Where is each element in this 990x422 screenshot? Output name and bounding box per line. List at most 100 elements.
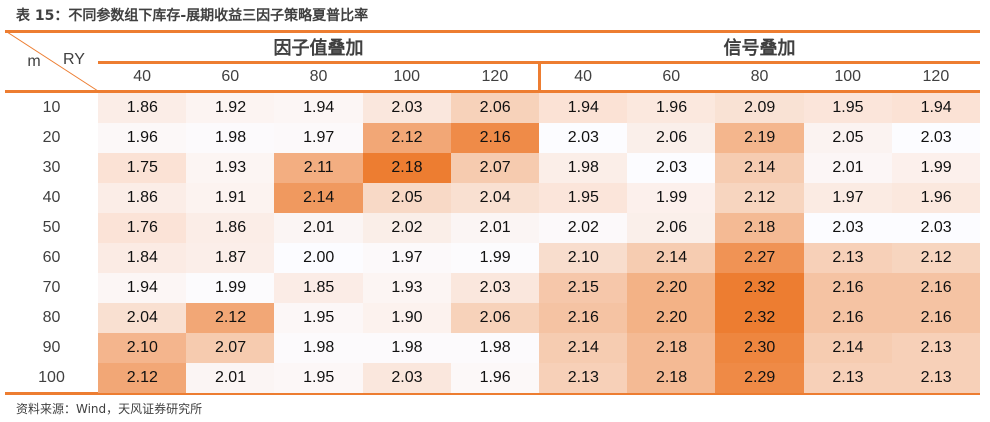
heatmap-cell: 2.13	[539, 363, 628, 393]
heatmap-cell: 1.99	[627, 183, 716, 213]
heatmap-cell: 1.98	[274, 333, 364, 363]
heatmap-cell: 1.98	[539, 153, 628, 183]
heatmap-cell: 2.10	[539, 243, 628, 273]
header-rule	[5, 90, 980, 93]
heatmap-cell: 2.06	[450, 303, 540, 333]
column-header: 120	[481, 68, 509, 85]
column-header: 80	[309, 68, 328, 85]
heatmap-cell: 2.00	[274, 243, 364, 273]
heatmap-cell: 2.18	[362, 153, 452, 183]
heatmap-cell: 2.07	[186, 333, 275, 363]
heatmap-cell: 2.32	[715, 273, 805, 303]
heatmap-cell: 2.27	[715, 243, 805, 273]
heatmap-cell: 1.91	[186, 183, 275, 213]
heatmap-cell: 1.86	[186, 213, 275, 243]
heatmap-cell: 1.95	[803, 93, 893, 123]
heatmap-cell: 1.76	[98, 213, 187, 243]
heatmap-cell: 1.94	[98, 273, 187, 303]
heatmap-cell: 2.01	[274, 213, 364, 243]
table-title: 表 15：不同参数组下库存-展期收益三因子策略夏普比率	[16, 8, 369, 24]
heatmap-cell: 2.05	[803, 123, 893, 153]
heatmap-cell: 2.12	[891, 243, 981, 273]
heatmap-cell: 1.97	[362, 243, 452, 273]
heatmap-cell: 2.18	[627, 363, 716, 393]
heatmap-cell: 2.14	[539, 333, 628, 363]
heatmap-cell: 2.14	[715, 153, 805, 183]
heatmap-cell: 2.13	[803, 363, 893, 393]
heatmap-cell: 2.06	[450, 93, 540, 123]
heatmap-cell: 2.16	[891, 273, 981, 303]
source-note: 资料来源：Wind，天风证券研究所	[16, 402, 203, 416]
heatmap-cell: 1.75	[98, 153, 187, 183]
column-header: 80	[750, 68, 769, 85]
heatmap-cell: 2.03	[891, 123, 981, 153]
group-label: 信号叠加	[723, 38, 796, 59]
heatmap-cell: 2.04	[98, 303, 187, 333]
top-rule	[5, 30, 980, 33]
heatmap-cell: 2.06	[627, 123, 716, 153]
column-header: 100	[834, 68, 862, 85]
heatmap-cell: 1.96	[891, 183, 981, 213]
heatmap-cell: 2.14	[627, 243, 716, 273]
heatmap-cell: 2.20	[627, 303, 716, 333]
heatmap-cell: 2.18	[627, 333, 716, 363]
row-label: 80	[42, 309, 61, 326]
heatmap-cell: 2.03	[362, 93, 452, 123]
heatmap-cell: 2.15	[539, 273, 628, 303]
heatmap-cell: 2.16	[803, 273, 893, 303]
heatmap-cell: 1.96	[98, 123, 187, 153]
heatmap-cell: 1.96	[627, 93, 716, 123]
column-header: 40	[574, 68, 592, 85]
heatmap-cell: 2.30	[715, 333, 805, 363]
heatmap-cell: 1.94	[891, 93, 981, 123]
heatmap-cell: 2.06	[627, 213, 716, 243]
column-header: 60	[221, 68, 240, 85]
heatmap-cell: 1.95	[539, 183, 628, 213]
heatmap-cell: 2.18	[715, 213, 805, 243]
heatmap-cell: 1.86	[98, 93, 187, 123]
heatmap-cell: 2.16	[891, 303, 981, 333]
heatmap-cell: 2.01	[186, 363, 275, 393]
heatmap-cell: 2.16	[803, 303, 893, 333]
heatmap-cell: 1.85	[274, 273, 364, 303]
heatmap-cell: 2.19	[715, 123, 805, 153]
group-divider	[538, 62, 541, 92]
row-label: 90	[42, 339, 61, 356]
heatmap-cell: 2.20	[627, 273, 716, 303]
heatmap-cell: 2.29	[715, 363, 805, 393]
bottom-rule	[5, 392, 980, 395]
heatmap-cell: 2.03	[362, 363, 452, 393]
heatmap-cell: 2.16	[450, 123, 540, 153]
row-label: 30	[42, 159, 61, 176]
column-header: 100	[393, 68, 421, 85]
heatmap-cell: 2.13	[891, 333, 981, 363]
heatmap-cell: 1.84	[98, 243, 187, 273]
heatmap-cell: 2.10	[98, 333, 187, 363]
col-axis-label: RY	[63, 51, 85, 68]
heatmap-cell: 2.14	[274, 183, 364, 213]
heatmap-cell: 2.03	[539, 123, 628, 153]
column-header: 40	[133, 68, 151, 85]
heatmap-cell: 2.32	[715, 303, 805, 333]
heatmap-cell: 2.13	[803, 243, 893, 273]
heatmap-cell: 2.02	[539, 213, 628, 243]
diagonal-divider	[6, 32, 99, 92]
row-axis-label: m	[27, 53, 41, 70]
heatmap-cell: 2.03	[627, 153, 716, 183]
heatmap-cell: 2.12	[715, 183, 805, 213]
heatmap-cell: 1.93	[362, 273, 452, 303]
heatmap-cell: 1.99	[186, 273, 275, 303]
heatmap-cell: 1.97	[803, 183, 893, 213]
heatmap-cell: 1.99	[450, 243, 540, 273]
heatmap-cell: 2.16	[539, 303, 628, 333]
row-label: 70	[42, 279, 61, 296]
heatmap-cell: 1.97	[274, 123, 364, 153]
heatmap-cell: 2.11	[274, 153, 364, 183]
row-label: 100	[38, 369, 65, 386]
row-label: 50	[42, 219, 61, 236]
heatmap-cell: 2.12	[362, 123, 452, 153]
row-label: 60	[42, 249, 61, 266]
heatmap-cell: 2.05	[362, 183, 452, 213]
heatmap-cell: 2.02	[362, 213, 452, 243]
heatmap-cell: 2.04	[450, 183, 540, 213]
